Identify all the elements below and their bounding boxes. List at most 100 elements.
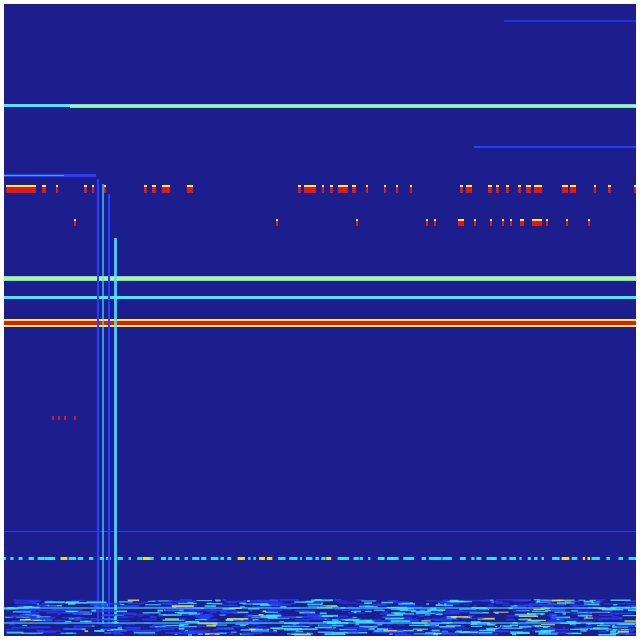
dash-mark: [64, 416, 66, 420]
noise-mark: [540, 629, 551, 632]
noise-mark: [562, 626, 566, 629]
noise-mark: [635, 625, 636, 627]
dash-mark: [300, 557, 303, 560]
noise-mark: [273, 604, 278, 607]
noise-mark: [310, 633, 314, 635]
noise-mark: [472, 609, 488, 611]
noise-mark: [113, 633, 124, 635]
band-line: [4, 277, 636, 280]
noise-mark: [246, 614, 253, 616]
noise-mark: [356, 603, 371, 605]
noise-mark: [6, 631, 24, 634]
band-line: [4, 607, 636, 609]
noise-mark: [554, 611, 571, 613]
noise-mark: [585, 625, 593, 628]
noise-mark: [221, 604, 238, 607]
dash-mark: [337, 557, 344, 560]
dash-mark: [149, 557, 154, 560]
noise-mark: [145, 604, 161, 606]
noise-mark: [366, 620, 375, 623]
noise-mark: [306, 614, 322, 617]
noise-mark: [605, 630, 609, 632]
noise-mark: [431, 612, 445, 614]
noise-mark: [133, 632, 156, 634]
dash-mark: [428, 557, 437, 560]
noise-mark: [321, 616, 334, 618]
noise-mark: [552, 608, 567, 610]
noise-mark: [537, 627, 552, 629]
noise-mark: [194, 619, 208, 621]
noise-mark: [86, 601, 107, 604]
dash-mark: [634, 185, 636, 187]
noise-mark: [600, 617, 623, 620]
dash-mark: [458, 219, 464, 226]
noise-mark: [65, 620, 72, 623]
noise-mark: [320, 605, 338, 607]
noise-mark: [605, 623, 617, 625]
dash-mark: [426, 219, 428, 221]
dash-mark: [570, 185, 576, 193]
noise-mark: [572, 624, 577, 627]
noise-mark: [68, 603, 76, 605]
noise-mark: [578, 599, 586, 601]
dash-mark: [501, 557, 507, 560]
spectrogram-marks: [4, 20, 636, 636]
noise-mark: [174, 633, 195, 635]
noise-mark: [331, 605, 339, 608]
noise-mark: [62, 627, 82, 630]
noise-mark: [480, 617, 485, 619]
noise-mark: [509, 605, 527, 608]
noise-mark: [227, 617, 249, 620]
dash-mark: [434, 219, 436, 221]
noise-mark: [540, 624, 555, 626]
dash-mark: [502, 219, 504, 221]
noise-mark: [227, 601, 237, 604]
noise-mark: [178, 618, 186, 621]
noise-mark: [596, 625, 611, 627]
noise-mark: [513, 599, 528, 602]
noise-mark: [540, 600, 552, 603]
noise-mark: [44, 630, 62, 632]
noise-mark: [566, 610, 583, 613]
dash-mark: [608, 185, 611, 193]
noise-mark: [427, 609, 446, 612]
noise-mark: [306, 605, 326, 607]
dash-mark: [368, 557, 371, 560]
noise-mark: [447, 626, 465, 628]
noise-mark: [243, 600, 264, 602]
noise-mark: [39, 631, 57, 633]
dash-mark: [168, 557, 172, 560]
dash-mark: [144, 185, 147, 187]
dash-mark: [10, 557, 14, 560]
noise-mark: [215, 628, 235, 630]
noise-mark: [212, 624, 227, 626]
dash-mark: [534, 185, 542, 193]
noise-mark: [99, 610, 119, 612]
dash-mark: [552, 557, 560, 560]
noise-mark: [16, 605, 24, 608]
noise-mark: [22, 624, 28, 627]
noise-mark: [336, 618, 344, 620]
noise-mark: [221, 632, 238, 634]
noise-mark: [431, 625, 446, 628]
noise-mark: [490, 626, 493, 629]
noise-mark: [317, 614, 339, 617]
dash-mark: [476, 557, 482, 560]
noise-mark: [387, 600, 398, 602]
noise-mark: [90, 619, 113, 621]
noise-mark: [18, 605, 33, 608]
noise-mark: [336, 615, 349, 618]
noise-mark: [198, 614, 209, 616]
dash-mark: [92, 185, 94, 187]
noise-mark: [405, 619, 419, 622]
noise-mark: [179, 623, 189, 626]
noise-mark: [615, 608, 636, 611]
dash-mark: [496, 185, 499, 193]
noise-mark: [233, 611, 249, 614]
noise-mark: [566, 620, 577, 623]
noise-mark: [118, 601, 133, 603]
noise-mark: [71, 599, 85, 602]
dash-mark: [142, 557, 151, 560]
noise-mark: [424, 624, 440, 627]
noise-mark: [524, 604, 546, 607]
